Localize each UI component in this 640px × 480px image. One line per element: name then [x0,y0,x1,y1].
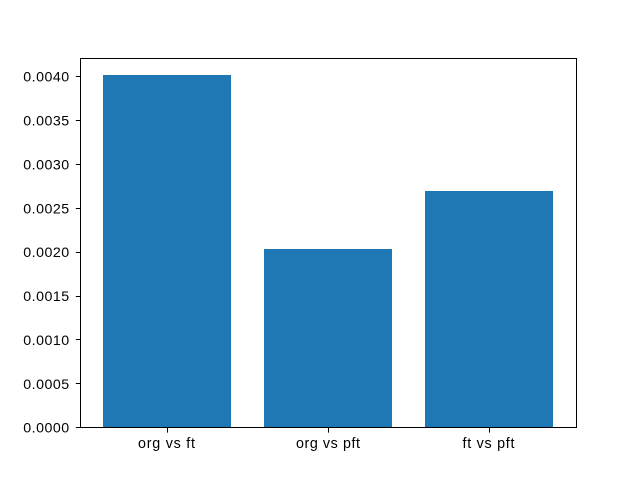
svg-text:0.0025: 0.0025 [23,201,69,217]
svg-text:0.0040: 0.0040 [23,70,69,86]
svg-text:0.0000: 0.0000 [23,421,69,437]
svg-text:0.0010: 0.0010 [23,333,69,349]
svg-text:0.0005: 0.0005 [23,377,69,393]
svg-text:0.0030: 0.0030 [23,157,69,173]
svg-text:org vs ft: org vs ft [138,436,195,452]
svg-text:0.0035: 0.0035 [23,113,69,129]
svg-text:ft vs pft: ft vs pft [463,436,515,452]
svg-text:org vs pft: org vs pft [296,436,360,452]
svg-text:0.0015: 0.0015 [23,289,69,305]
svg-text:0.0020: 0.0020 [23,245,69,261]
